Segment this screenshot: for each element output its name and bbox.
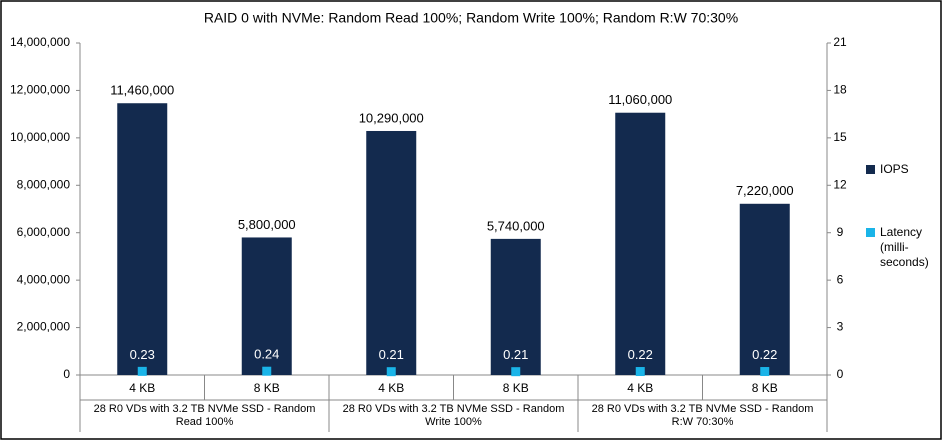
x-tick-label: 4 KB xyxy=(129,381,155,395)
legend-label: Latency (milli-seconds) xyxy=(880,225,929,269)
value-label: 0.22 xyxy=(628,347,653,362)
y-tick-label: 12,000,000 xyxy=(10,83,70,97)
group-label: 28 R0 VDs with 3.2 TB NVMe SSD - Random … xyxy=(93,403,316,428)
latency-marker xyxy=(760,367,770,377)
value-label: 0.24 xyxy=(254,347,279,362)
y2-tick-label: 6 xyxy=(837,272,844,286)
y-tick-label: 8,000,000 xyxy=(17,177,71,191)
y2-tick-label: 0 xyxy=(837,367,844,381)
latency-marker xyxy=(262,366,272,376)
legend-label: IOPS xyxy=(880,162,909,176)
y-tick-label: 0 xyxy=(63,367,70,381)
value-label: 5,740,000 xyxy=(487,218,545,233)
y2-tick-label: 9 xyxy=(837,225,844,239)
y-tick-label: 6,000,000 xyxy=(17,225,71,239)
y2-tick-label: 18 xyxy=(833,83,847,97)
latency-marker xyxy=(386,367,396,377)
value-label: 11,060,000 xyxy=(608,92,672,107)
value-label: 0.21 xyxy=(503,347,528,362)
y-tick-label: 2,000,000 xyxy=(17,320,71,334)
y2-tick-label: 15 xyxy=(833,130,847,144)
legend-swatch xyxy=(866,165,875,174)
group-label: 28 R0 VDs with 3.2 TB NVMe SSD - Random … xyxy=(342,403,565,428)
value-label: 0.22 xyxy=(752,347,777,362)
bar xyxy=(739,203,790,375)
group-label-box: 28 R0 VDs with 3.2 TB NVMe SSD - Random … xyxy=(342,403,565,428)
x-tick-label: 4 KB xyxy=(627,381,653,395)
bar xyxy=(615,112,666,375)
y-tick-label: 10,000,000 xyxy=(10,130,70,144)
value-label: 10,290,000 xyxy=(359,110,424,125)
y-tick-label: 14,000,000 xyxy=(10,35,70,49)
bar xyxy=(490,238,541,375)
value-label: 11,460,000 xyxy=(110,83,174,98)
x-tick-label: 4 KB xyxy=(378,381,404,395)
group-label-box: 28 R0 VDs with 3.2 TB NVMe SSD - Random … xyxy=(93,403,316,428)
y-tick-label: 4,000,000 xyxy=(17,272,71,286)
bar xyxy=(366,130,417,375)
y2-tick-label: 12 xyxy=(833,177,847,191)
value-label: 5,800,000 xyxy=(238,217,296,232)
legend-swatch xyxy=(866,228,875,237)
x-tick-label: 8 KB xyxy=(752,381,778,395)
value-label: 0.21 xyxy=(379,347,404,362)
latency-marker xyxy=(511,367,521,377)
y2-tick-label: 21 xyxy=(833,35,847,49)
value-label: 7,220,000 xyxy=(736,183,794,198)
latency-marker xyxy=(137,366,147,376)
x-tick-label: 8 KB xyxy=(503,381,529,395)
x-tick-label: 8 KB xyxy=(254,381,280,395)
latency-marker xyxy=(635,367,645,377)
group-label: 28 R0 VDs with 3.2 TB NVMe SSD - Random … xyxy=(591,403,814,428)
chart-title: RAID 0 with NVMe: Random Read 100%; Rand… xyxy=(204,10,738,26)
bar xyxy=(241,237,292,375)
group-label-box: 28 R0 VDs with 3.2 TB NVMe SSD - Random … xyxy=(591,403,814,428)
value-label: 0.23 xyxy=(130,347,155,362)
y2-tick-label: 3 xyxy=(837,320,844,334)
bar xyxy=(117,103,168,375)
